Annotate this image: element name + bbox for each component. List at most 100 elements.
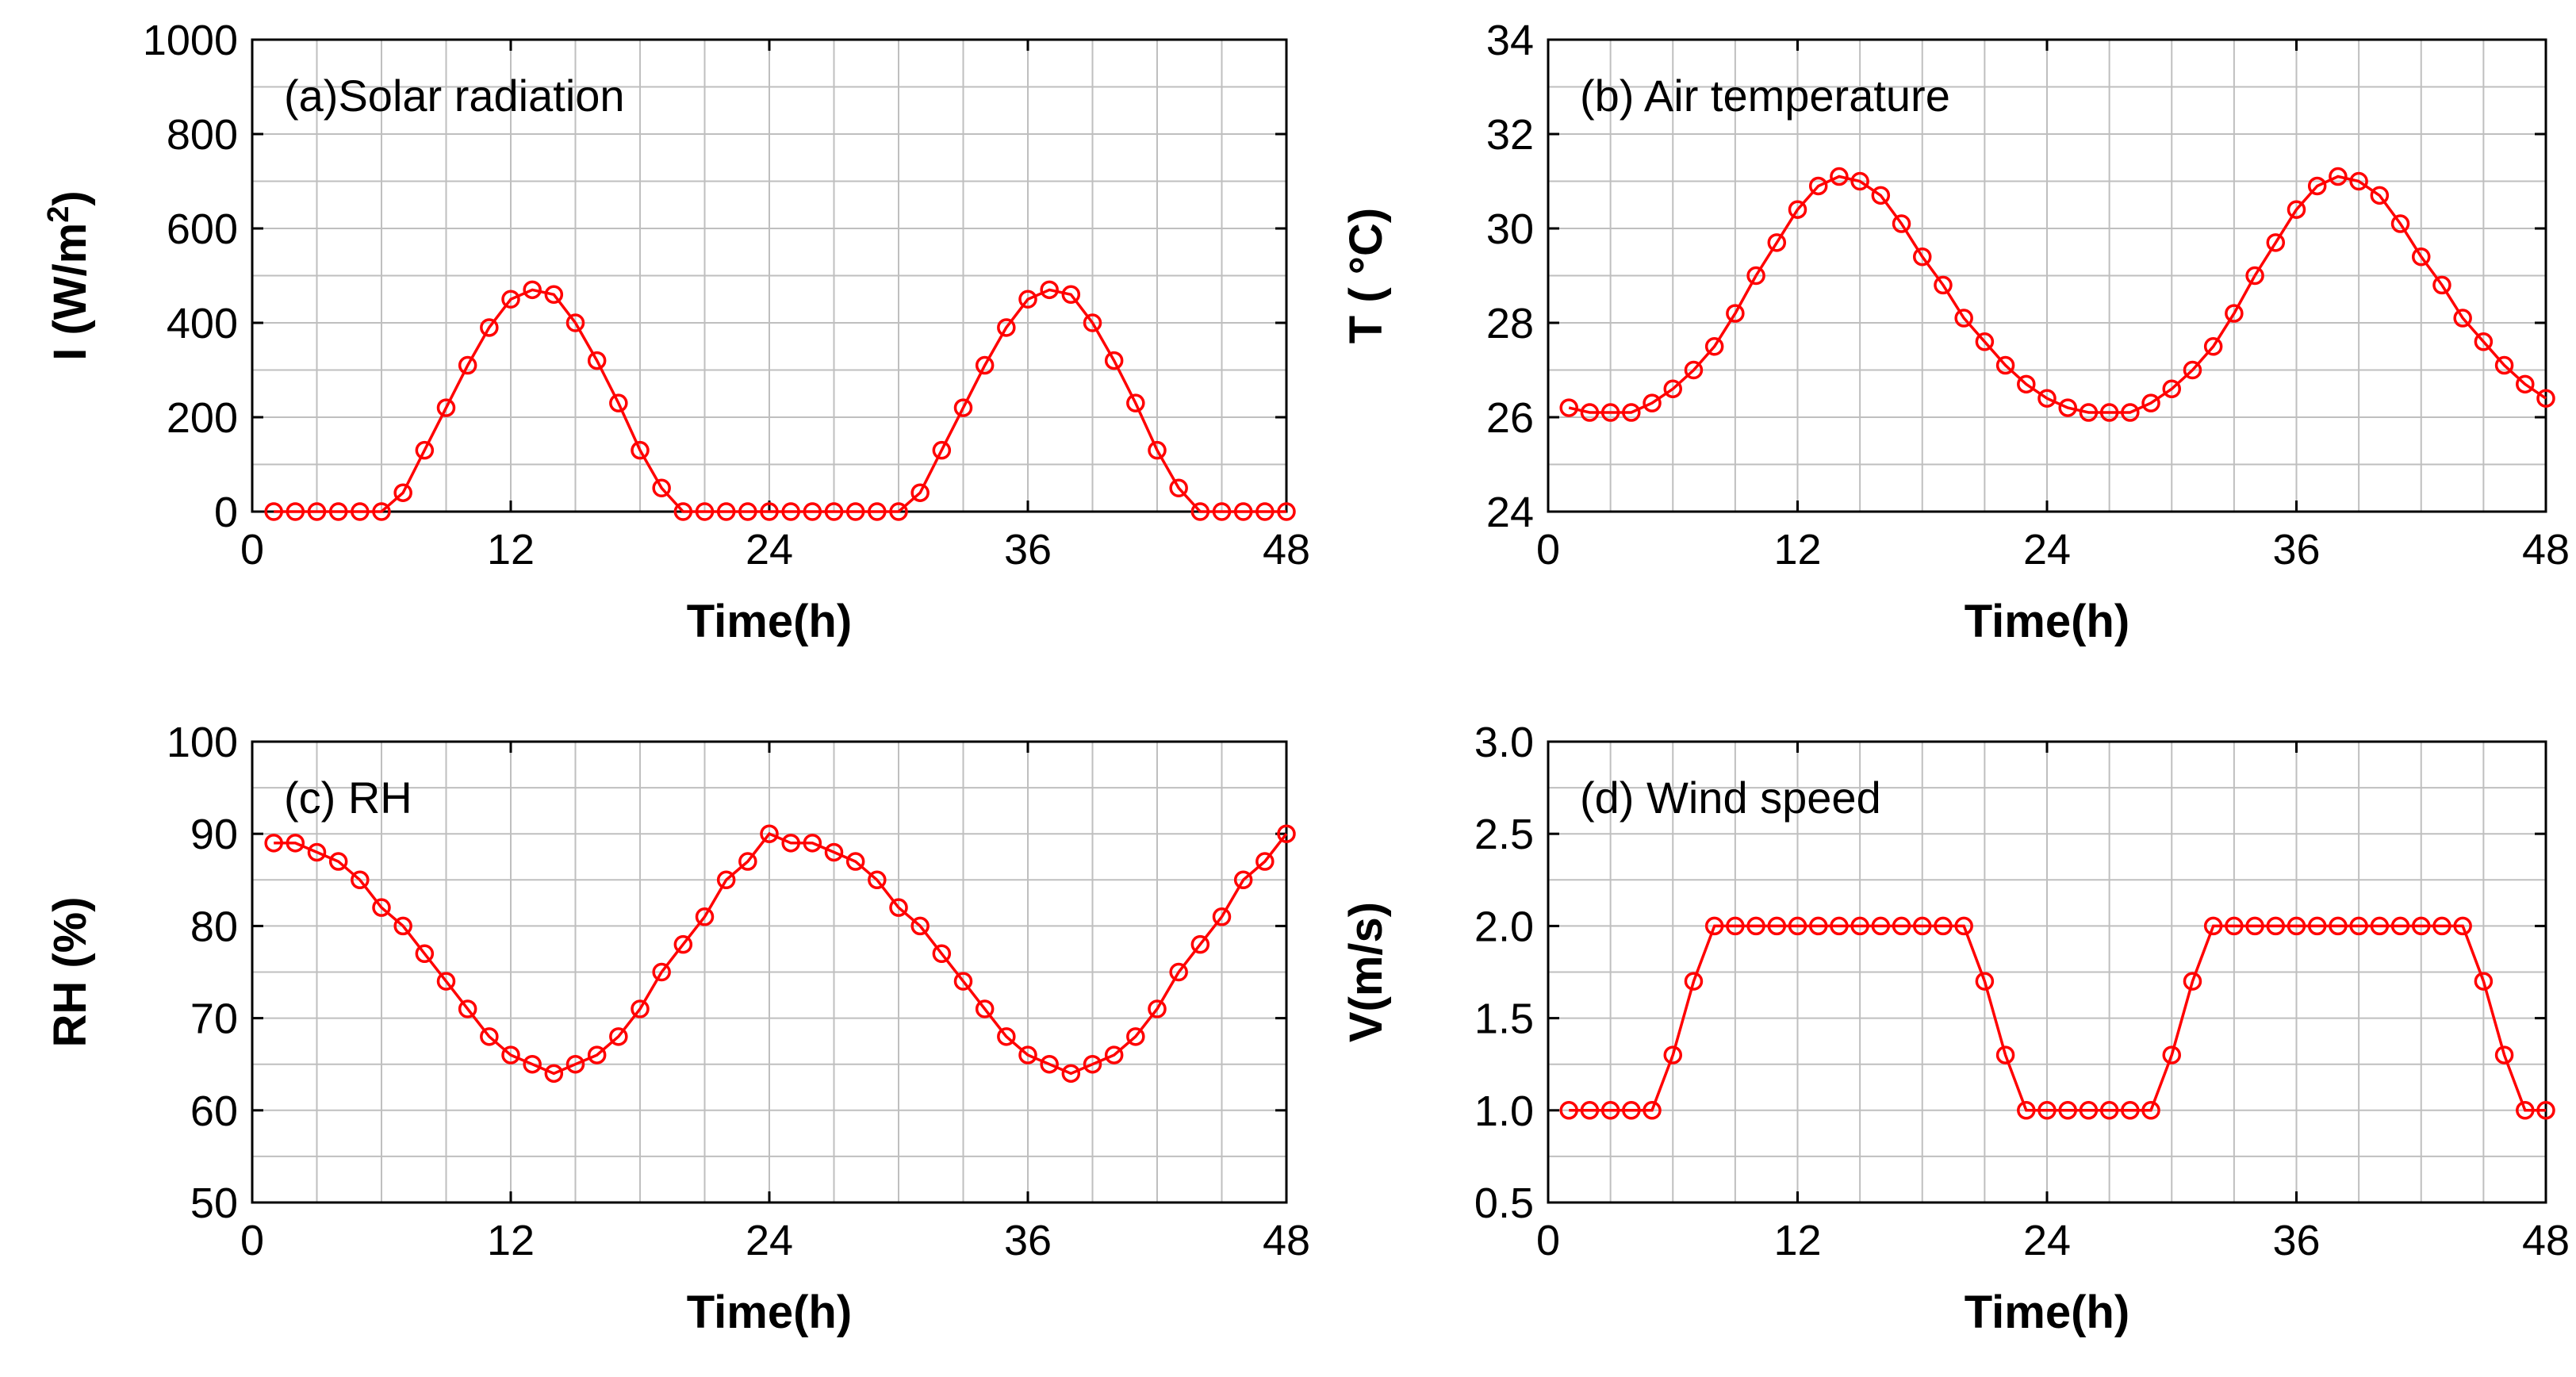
data-point [2245, 916, 2264, 936]
data-point [2225, 304, 2244, 323]
y-tick-label: 600 [167, 205, 238, 253]
data-point [1126, 1027, 1145, 1046]
data-point [307, 502, 327, 521]
y-tick-label: 60 [190, 1087, 238, 1135]
data-point [2370, 186, 2390, 205]
data-point [1767, 916, 1787, 936]
data-point [997, 318, 1016, 337]
data-point [436, 972, 456, 991]
data-point [2121, 403, 2140, 422]
data-point [1104, 1045, 1124, 1064]
data-point [1580, 403, 1600, 422]
y-tick-label: 30 [1486, 205, 1534, 253]
data-point [609, 393, 628, 412]
data-point [1040, 1054, 1059, 1074]
data-point [1995, 355, 2015, 375]
data-point [1892, 214, 1911, 233]
data-point [2079, 403, 2099, 422]
data-point [2245, 266, 2264, 286]
data-point [1663, 1045, 1682, 1064]
data-point [953, 972, 973, 991]
data-point [587, 351, 607, 370]
y-tick-label: 200 [167, 394, 238, 442]
data-point [372, 898, 391, 917]
data-point [716, 502, 736, 521]
data-point [673, 934, 693, 954]
x-tick-label: 12 [487, 526, 535, 573]
x-tick-label: 48 [2522, 526, 2570, 573]
data-point [1746, 916, 1765, 936]
data-point [932, 944, 952, 964]
y-tick-label: 3.0 [1474, 719, 1534, 766]
data-point [1726, 916, 1745, 936]
data-point [1643, 393, 1662, 412]
data-point [2516, 374, 2535, 394]
data-point [351, 502, 370, 521]
data-point [1934, 916, 1953, 936]
data-point [1083, 1054, 1102, 1074]
x-tick-label: 0 [1536, 1217, 1560, 1264]
data-point [1233, 870, 1253, 890]
x-tick-label: 48 [2522, 1217, 2570, 1264]
data-point [631, 440, 650, 460]
data-point [910, 916, 930, 936]
y-tick-label: 400 [167, 300, 238, 347]
data-point [2453, 309, 2472, 328]
y-tick-label: 26 [1486, 394, 1534, 442]
data-point [2329, 916, 2348, 936]
x-tick-label: 24 [2023, 1217, 2071, 1264]
data-point [1995, 1045, 2015, 1064]
data-point [673, 502, 693, 521]
data-point [2329, 167, 2348, 186]
data-point [523, 1054, 542, 1074]
data-point [328, 852, 348, 871]
data-point [1788, 916, 1807, 936]
data-point [2099, 1101, 2119, 1120]
data-point [845, 502, 865, 521]
data-point [458, 355, 477, 375]
data-point [738, 502, 757, 521]
data-point [824, 502, 844, 521]
data-point [351, 870, 370, 890]
x-tick-label: 36 [1004, 526, 1052, 573]
y-tick-label: 32 [1486, 111, 1534, 159]
data-point [286, 502, 305, 521]
data-point [393, 916, 412, 936]
data-point [1580, 1101, 1600, 1120]
x-tick-label: 36 [2272, 1217, 2320, 1264]
data-point [631, 999, 650, 1018]
data-point [2536, 1101, 2555, 1120]
x-tick-label: 24 [746, 526, 793, 573]
data-point [415, 944, 435, 964]
data-point [1104, 351, 1124, 370]
data-point [587, 1045, 607, 1064]
data-point [953, 398, 973, 417]
data-point [975, 999, 995, 1018]
data-point [1169, 962, 1188, 982]
data-point [2412, 916, 2431, 936]
y-axis-label-main: I (W/m [44, 223, 96, 361]
data-point [1212, 907, 1232, 926]
data-point [1600, 1101, 1620, 1120]
data-point [2058, 1101, 2077, 1120]
data-point [2349, 171, 2368, 191]
data-point [997, 1027, 1016, 1046]
data-point [1126, 393, 1145, 412]
data-point [2183, 360, 2202, 380]
x-tick-label: 0 [1536, 526, 1560, 573]
y-axis-label: RH (%) [44, 896, 96, 1047]
y-tick-label: 24 [1486, 489, 1534, 536]
data-point [2037, 389, 2057, 408]
series-line [1569, 924, 2546, 1112]
y-tick-label: 1.5 [1474, 995, 1534, 1043]
data-point [1018, 1045, 1037, 1064]
data-point [2536, 389, 2555, 408]
data-point [1277, 502, 1296, 521]
data-point [868, 870, 887, 890]
y-tick-label: 800 [167, 111, 238, 159]
data-point [2494, 355, 2514, 375]
data-point [2099, 403, 2119, 422]
data-point [1954, 309, 1973, 328]
x-tick-label: 12 [1773, 526, 1821, 573]
data-point [1830, 167, 1849, 186]
